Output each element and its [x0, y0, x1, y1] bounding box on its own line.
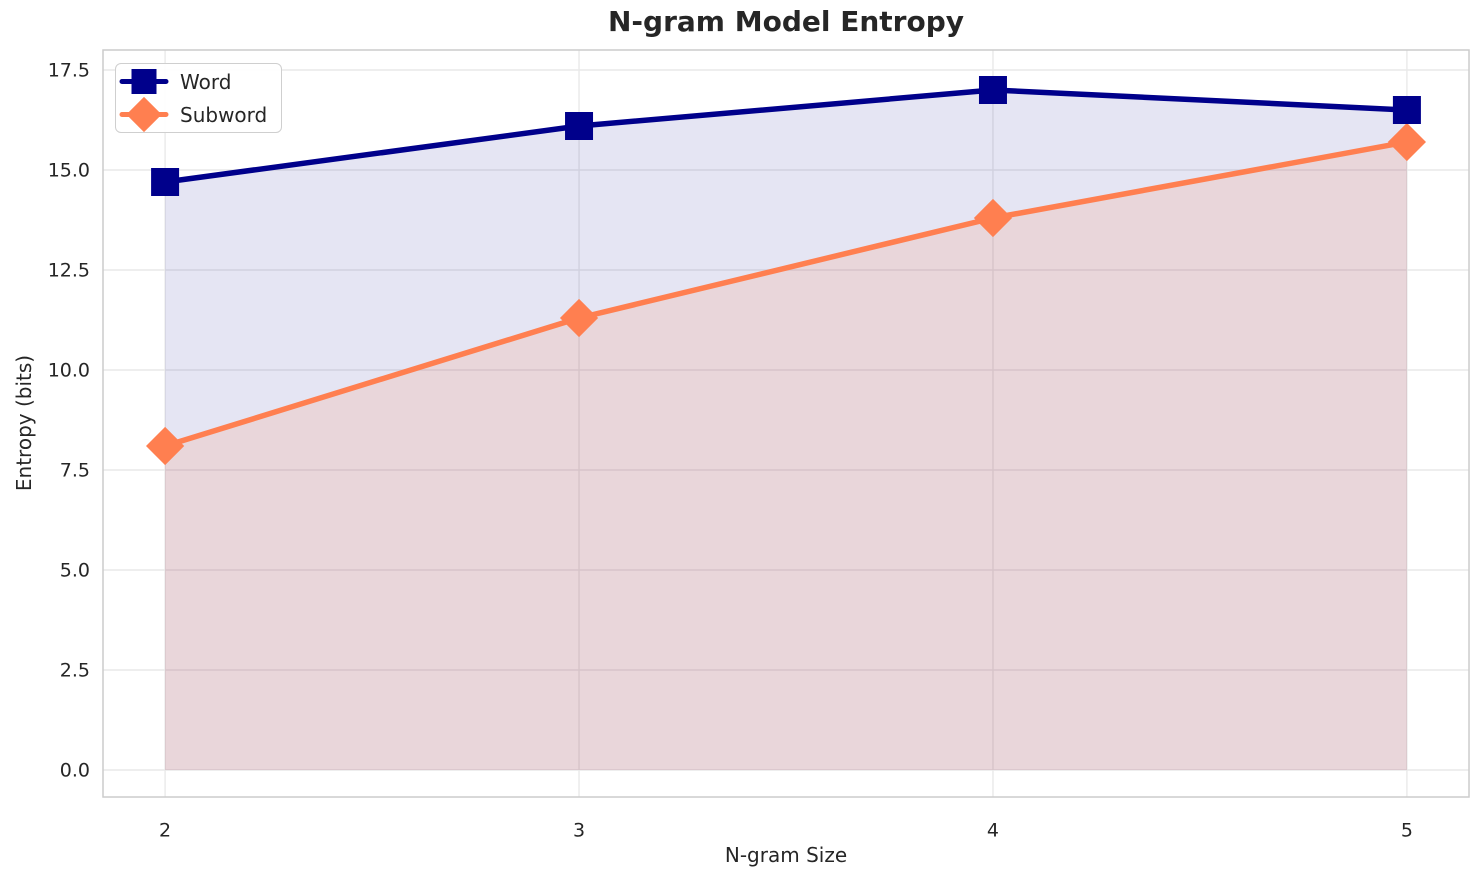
legend-label: Subword — [180, 102, 268, 127]
marker-word — [978, 76, 1007, 104]
legend-square-word-icon — [119, 69, 169, 94]
marker-subword — [1387, 122, 1427, 162]
area-fill-subword — [165, 142, 1407, 770]
x-tick-label: 4 — [987, 820, 999, 842]
y-tick-label: 15.0 — [48, 160, 90, 182]
y-tick-label: 0.0 — [60, 760, 90, 782]
y-tick-label: 12.5 — [48, 260, 90, 282]
chart-title: N-gram Model Entropy — [608, 5, 964, 38]
legend-diamond-subword-icon — [119, 96, 169, 133]
y-tick-label: 17.5 — [48, 60, 90, 82]
series-line-word — [162, 87, 1410, 185]
legend-item-subword: Subword — [119, 96, 271, 133]
legend-sample-marker — [131, 69, 157, 94]
axes-border — [102, 49, 1470, 798]
marker-subword — [559, 298, 599, 338]
y-tick-label: 2.5 — [60, 660, 90, 682]
y-tick-label: 5.0 — [60, 560, 90, 582]
legend-sample-marker — [126, 96, 162, 133]
x-axis-label: N-gram Size — [724, 843, 848, 867]
area-fill-word — [165, 90, 1407, 770]
marker-word — [1392, 96, 1421, 124]
marker-word — [565, 112, 594, 140]
y-tick-label: 7.5 — [60, 460, 90, 482]
legend-label: Word — [180, 69, 232, 94]
series-line-subword — [162, 139, 1410, 449]
x-tick-label: 2 — [159, 820, 171, 842]
y-tick-label: 10.0 — [48, 360, 90, 382]
y-axis-label: Entropy (bits) — [12, 354, 36, 492]
x-tick-label: 5 — [1401, 820, 1413, 842]
x-tick-label: 3 — [573, 820, 585, 842]
marker-subword — [145, 426, 185, 466]
legend: Word Subword — [115, 63, 282, 133]
marker-word — [151, 168, 180, 196]
legend-item-word: Word — [119, 65, 271, 98]
